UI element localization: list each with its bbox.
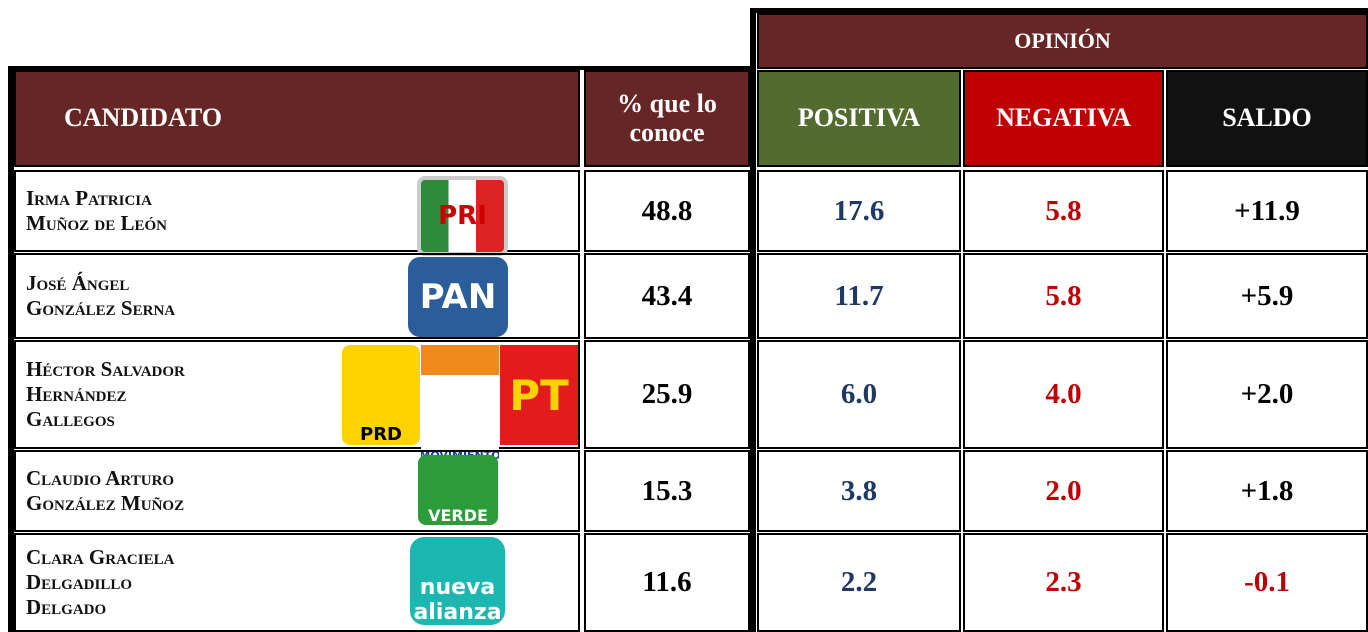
party-logo: MOVIMIENTO CIUDADANO (421, 345, 499, 475)
value-cell: 2.3 (963, 533, 1164, 632)
candidate-cell: Claudio Arturo González Muñoz (14, 450, 580, 532)
name-line: Claudio Arturo (26, 465, 175, 490)
value-cell: 2.2 (757, 533, 961, 632)
frame (750, 8, 756, 632)
party-logo: VERDE (418, 455, 498, 525)
value-cell: +11.9 (1166, 170, 1368, 252)
candidate-cell: José Ángel González Serna (14, 253, 580, 339)
candidate-name: Claudio Arturo González Muñoz (26, 466, 184, 516)
name-line: González Serna (26, 296, 176, 320)
party-logo: PRI (417, 176, 508, 256)
party-logo: nueva alianza (410, 537, 505, 625)
name-line: Héctor Salvador (26, 356, 185, 381)
column-header: CANDIDATO (14, 70, 580, 167)
column-header: % que lo conoce (584, 70, 750, 167)
name-line: Irma Patricia (26, 185, 152, 210)
candidate-cell: Irma Patricia Muñoz de León (14, 170, 580, 252)
value-cell: 43.4 (584, 253, 750, 339)
candidate-cell: Clara Graciela Delgadillo Delgado (14, 533, 580, 632)
value-cell: 11.7 (757, 253, 961, 339)
value-cell: +2.0 (1166, 340, 1368, 449)
value-cell: 6.0 (757, 340, 961, 449)
frame (8, 66, 14, 632)
party-logo: PT (500, 345, 578, 445)
frame (8, 66, 756, 70)
value-cell: 2.0 (963, 450, 1164, 532)
frame (750, 8, 1368, 13)
name-line: Clara Graciela (26, 544, 175, 569)
value-cell: +1.8 (1166, 450, 1368, 532)
value-cell: 4.0 (963, 340, 1164, 449)
name-line: Delgado (26, 595, 107, 620)
value-cell: 11.6 (584, 533, 750, 632)
name-line: Hernández (26, 381, 127, 406)
value-cell: 5.8 (963, 253, 1164, 339)
value-cell: 25.9 (584, 340, 750, 449)
name-line: Delgadillo (26, 569, 133, 594)
column-header: POSITIVA (757, 70, 961, 167)
value-cell: -0.1 (1166, 533, 1368, 632)
group-header: OPINIÓN (757, 13, 1368, 69)
value-cell: 3.8 (757, 450, 961, 532)
candidate-name: Clara Graciela Delgadillo Delgado (26, 545, 174, 621)
column-header: SALDO (1166, 70, 1368, 167)
candidate-cell: Héctor Salvador Hernández Gallegos (14, 340, 580, 449)
column-header: NEGATIVA (963, 70, 1164, 167)
party-logo: PAN (408, 257, 508, 337)
candidate-name: Irma Patricia Muñoz de León (26, 186, 167, 236)
value-cell: +5.9 (1166, 253, 1368, 339)
name-line: Muñoz de León (26, 211, 168, 235)
candidate-name: Héctor Salvador Hernández Gallegos (26, 357, 185, 433)
name-line: José Ángel (26, 270, 130, 295)
value-cell: 17.6 (757, 170, 961, 252)
party-logo: PRD (342, 345, 420, 445)
value-cell: 48.8 (584, 170, 750, 252)
name-line: González Muñoz (26, 491, 185, 515)
candidate-name: José Ángel González Serna (26, 271, 175, 321)
value-cell: 5.8 (963, 170, 1164, 252)
name-line: Gallegos (26, 407, 115, 432)
value-cell: 15.3 (584, 450, 750, 532)
